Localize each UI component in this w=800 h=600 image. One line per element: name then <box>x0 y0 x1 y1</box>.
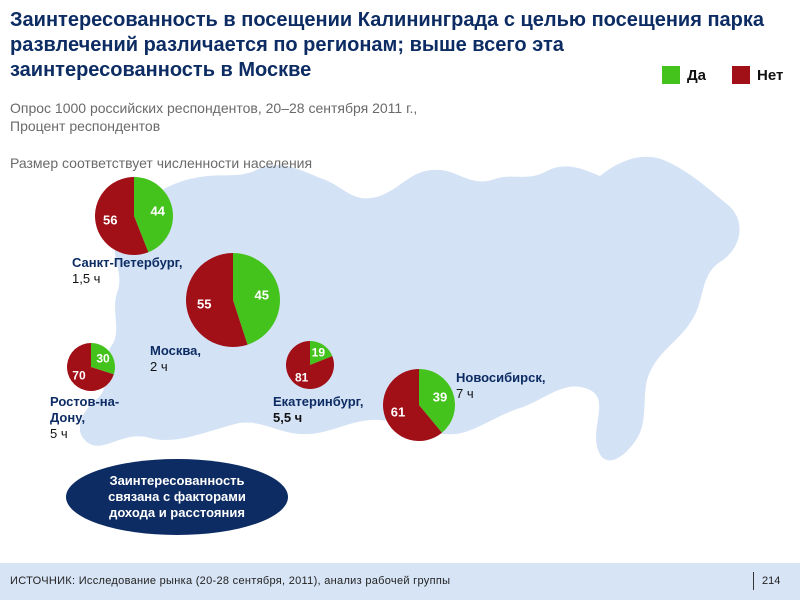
pie-spb-no-label: 56 <box>103 213 117 228</box>
city-label-novosibirsk: Новосибирск, 7 ч <box>456 370 545 402</box>
city-time-ekb: 5,5 ч <box>273 410 303 425</box>
city-name-spb: Санкт-Петербург, <box>72 255 183 270</box>
callout-text: Заинтересованность связана с факторами д… <box>108 473 246 520</box>
subtitle: Опрос 1000 российских респондентов, 20–2… <box>10 99 417 135</box>
footer: ИСТОЧНИК: Исследование рынка (20-28 сент… <box>0 563 800 600</box>
pie-moscow-no-slice <box>185 252 248 347</box>
legend-swatch-no <box>732 66 751 84</box>
legend-swatch-yes <box>662 66 680 84</box>
subtitle-line-2: Процент респондентов <box>10 118 161 134</box>
pie-spb-yes-label: 44 <box>151 203 166 218</box>
city-name-ekb: Екатеринбург, <box>273 394 364 409</box>
russia-map-shape <box>79 156 740 461</box>
city-time-moscow: 2 ч <box>150 359 168 374</box>
city-name-moscow: Москва, <box>150 343 201 358</box>
city-time-novosibirsk: 7 ч <box>456 386 474 401</box>
size-note: Размер соответствует численности населен… <box>10 155 313 171</box>
page-number: 214 <box>762 575 781 587</box>
legend-label-no: Нет <box>757 66 784 84</box>
pie-moscow: 45 55 <box>185 252 280 347</box>
pie-novosibirsk-yes-slice <box>419 369 455 433</box>
city-name-rostov: Ростов-на-Дону, <box>50 394 120 425</box>
subtitle-line-1: Опрос 1000 российских респондентов, 20–2… <box>10 100 418 116</box>
footer-source: ИСТОЧНИК: Исследование рынка (20-28 сент… <box>10 575 451 587</box>
pie-rostov-yes-label: 30 <box>96 351 110 365</box>
pie-novosibirsk: 39 61 <box>382 369 455 441</box>
pie-spb-no-slice <box>94 177 149 256</box>
footer-divider <box>753 572 754 590</box>
pie-moscow-yes-slice <box>233 253 280 345</box>
pie-novosibirsk-yes-label: 39 <box>433 389 447 404</box>
pie-ekb-no-label: 81 <box>295 370 309 384</box>
pie-novosibirsk-no-label: 61 <box>391 405 405 420</box>
city-name-novosibirsk: Новосибирск, <box>456 370 546 385</box>
city-label-spb: Санкт-Петербург, 1,5 ч <box>72 255 183 287</box>
pie-moscow-no-label: 55 <box>197 297 211 312</box>
pie-ekb-no-slice <box>286 341 334 390</box>
page-title: Заинтересованность в посещении Калинингр… <box>10 9 764 81</box>
pie-ekb-yes-label: 19 <box>312 346 326 360</box>
city-time-spb: 1,5 ч <box>72 271 101 286</box>
pie-spb-yes-slice <box>134 177 173 253</box>
city-label-moscow: Москва, 2 ч <box>150 343 201 375</box>
pie-moscow-yes-label: 45 <box>255 287 269 302</box>
pie-rostov: 30 70 <box>67 343 115 392</box>
pie-novosibirsk-no-slice <box>382 369 442 441</box>
city-time-rostov: 5 ч <box>50 426 68 441</box>
legend-item-no: Нет <box>732 66 783 84</box>
legend-label-yes: Да <box>687 66 707 84</box>
pie-rostov-no-label: 70 <box>72 369 86 383</box>
pie-rostov-no-slice <box>67 343 114 392</box>
city-label-rostov: Ростов-на-Дону, 5 ч <box>50 394 130 442</box>
pie-ekb-yes-slice <box>310 341 333 365</box>
city-label-ekb: Екатеринбург, 5,5 ч <box>273 394 364 426</box>
callout-oval: Заинтересованность связана с факторами д… <box>66 459 288 535</box>
pie-spb: 44 56 <box>94 177 173 256</box>
pie-rostov-yes-slice <box>91 343 115 375</box>
legend-item-yes: Да <box>662 66 706 84</box>
chart-legend: Да Нет <box>662 66 800 84</box>
